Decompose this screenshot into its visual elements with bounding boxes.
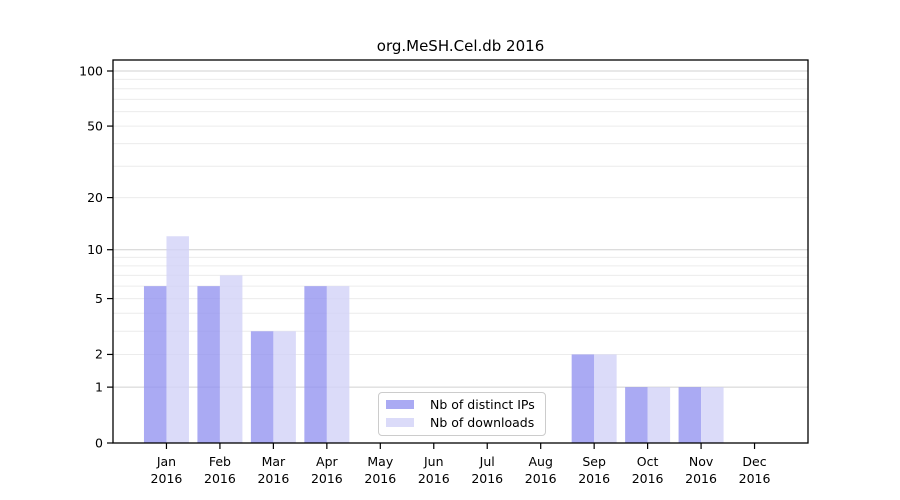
x-tick-label-month: Jun [423, 454, 444, 469]
x-tick-label-month: Oct [637, 454, 659, 469]
bar-distinct-ips [571, 354, 595, 443]
legend-label-downloads: Nb of downloads [430, 415, 535, 430]
x-tick-label-month: Sep [582, 454, 606, 469]
y-tick-label: 5 [95, 291, 103, 306]
y-tick-label: 0 [95, 435, 103, 450]
chart-title: org.MeSH.Cel.db 2016 [376, 37, 545, 55]
bar-distinct-ips [197, 286, 220, 443]
x-tick-label-year: 2016 [578, 471, 610, 486]
bar-downloads [219, 275, 243, 443]
bar-downloads [326, 286, 350, 443]
x-tick-label-month: Jul [479, 454, 495, 469]
x-tick-label-month: Feb [209, 454, 231, 469]
x-tick-label-month: Mar [262, 454, 286, 469]
bar-downloads [647, 387, 671, 443]
plot-border [112, 59, 809, 444]
legend-item-distinct-ips: Nb of distinct IPs [386, 396, 535, 413]
y-tick-label: 10 [87, 242, 103, 257]
x-tick-label-year: 2016 [525, 471, 557, 486]
x-tick-label-year: 2016 [685, 471, 717, 486]
bar-distinct-ips [625, 387, 648, 443]
y-tick-label: 20 [87, 190, 103, 205]
bar-downloads [273, 331, 296, 443]
bar-downloads [701, 387, 724, 443]
x-tick-label-month: Nov [689, 454, 714, 469]
y-tick-label: 100 [79, 63, 103, 78]
legend-item-downloads: Nb of downloads [386, 414, 535, 431]
x-tick-label-month: Dec [742, 454, 766, 469]
x-tick-label-month: Apr [316, 454, 338, 469]
legend-swatch-downloads [386, 418, 414, 427]
x-tick-label-year: 2016 [364, 471, 396, 486]
x-tick-label-month: May [367, 454, 393, 469]
legend: Nb of distinct IPs Nb of downloads [378, 392, 546, 436]
legend-label-distinct-ips: Nb of distinct IPs [430, 397, 535, 412]
x-tick-label-month: Aug [528, 454, 552, 469]
legend-swatch-distinct-ips [386, 400, 414, 409]
bar-distinct-ips [143, 286, 167, 443]
x-tick-label-year: 2016 [739, 471, 771, 486]
x-tick-label-year: 2016 [257, 471, 289, 486]
bar-downloads [166, 236, 189, 443]
x-tick-label-year: 2016 [151, 471, 183, 486]
y-tick-label: 1 [95, 379, 103, 394]
x-tick-label-year: 2016 [204, 471, 236, 486]
bar-distinct-ips [678, 387, 702, 443]
bar-distinct-ips [250, 331, 274, 443]
x-tick-label-month: Jan [156, 454, 176, 469]
x-tick-label-year: 2016 [632, 471, 664, 486]
x-tick-label-year: 2016 [418, 471, 450, 486]
bar-distinct-ips [304, 286, 327, 443]
x-tick-label-year: 2016 [311, 471, 343, 486]
y-tick-label: 2 [95, 347, 103, 362]
bar-downloads [594, 354, 617, 443]
x-tick-label-year: 2016 [471, 471, 503, 486]
y-tick-label: 50 [87, 118, 103, 133]
